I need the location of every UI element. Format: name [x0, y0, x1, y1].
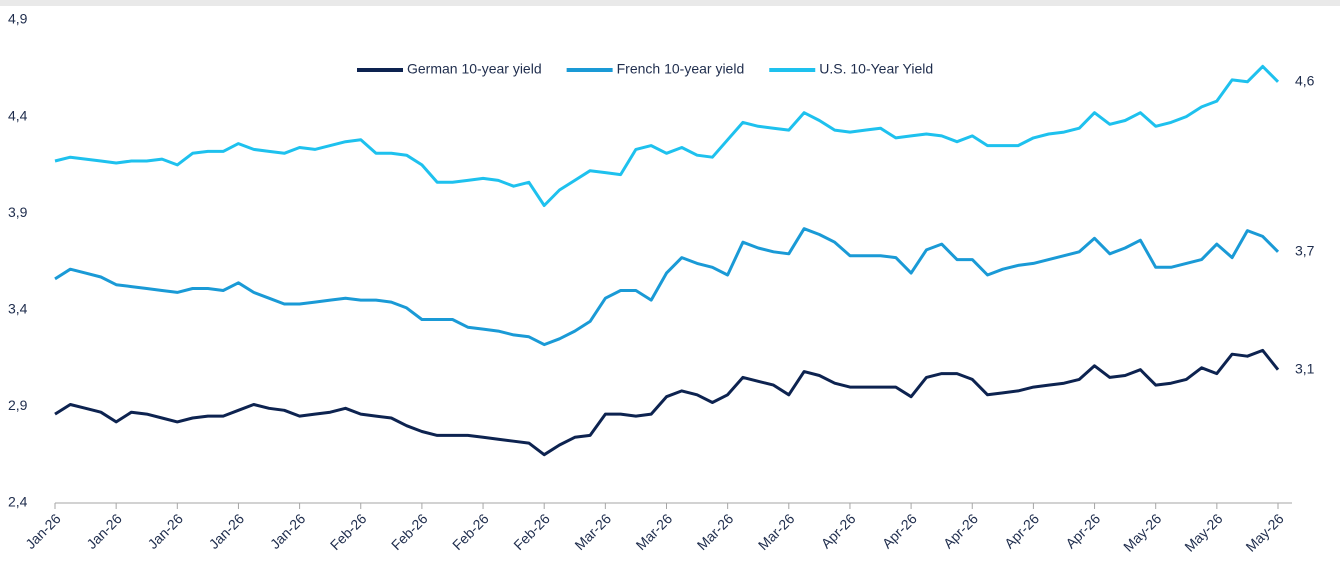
y-tick-label: 2,9 — [8, 397, 28, 413]
top-band — [0, 0, 1340, 6]
y-tick-label: 4,9 — [8, 11, 28, 27]
series-line — [54, 227, 1280, 347]
y-tick-label: 3,9 — [8, 204, 28, 220]
x-tick-label: Jan-26 — [144, 510, 186, 552]
x-tick-label: Apr-26 — [879, 510, 920, 551]
x-tick-label: Feb-26 — [449, 510, 492, 553]
x-tick-label: Jan-26 — [267, 510, 309, 552]
legend-label: U.S. 10-Year Yield — [819, 61, 933, 77]
x-tick-label: Mar-26 — [694, 510, 737, 553]
end-label: 3,7 — [1295, 243, 1315, 259]
x-tick-label: May-26 — [1242, 510, 1286, 554]
end-label: 4,6 — [1295, 73, 1315, 89]
y-tick-label: 4,4 — [8, 107, 28, 123]
legend-label: German 10-year yield — [407, 61, 542, 77]
x-tick-label: Feb-26 — [388, 510, 431, 553]
y-tick-label: 2,4 — [8, 494, 28, 510]
x-tick-label: Mar-26 — [755, 510, 798, 553]
x-tick-label: May-26 — [1181, 510, 1225, 554]
x-tick-label: Feb-26 — [327, 510, 370, 553]
x-tick-label: Apr-26 — [1062, 510, 1103, 551]
x-tick-label: Apr-26 — [1001, 510, 1042, 551]
series-line — [54, 64, 1280, 207]
x-tick-label: Apr-26 — [940, 510, 981, 551]
y-tick-label: 3,4 — [8, 301, 28, 317]
x-tick-label: Mar-26 — [633, 510, 676, 553]
x-tick-label: May-26 — [1120, 510, 1164, 554]
x-tick-label: Feb-26 — [510, 510, 553, 553]
x-tick-label: Jan-26 — [22, 510, 64, 552]
legend-label: French 10-year yield — [617, 61, 745, 77]
x-tick-label: Mar-26 — [571, 510, 614, 553]
x-tick-label: Jan-26 — [83, 510, 125, 552]
x-tick-label: Apr-26 — [818, 510, 859, 551]
series-line — [54, 348, 1280, 457]
x-tick-label: Jan-26 — [206, 510, 248, 552]
end-label: 3,1 — [1295, 360, 1315, 376]
